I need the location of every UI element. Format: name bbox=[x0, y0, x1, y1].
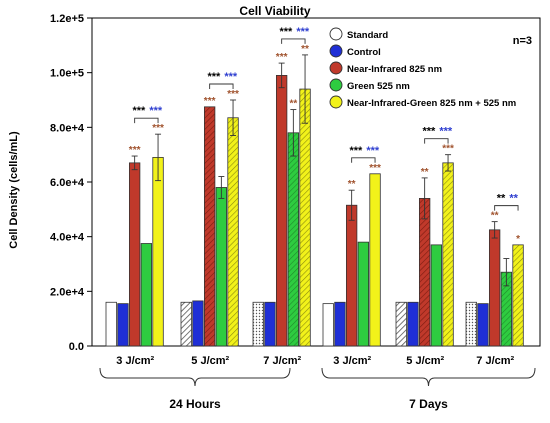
bar-green-525-nm bbox=[215, 187, 228, 347]
y-tick-label: 0.0 bbox=[69, 341, 84, 353]
significance-bracket bbox=[494, 205, 519, 211]
significance-stars: ** bbox=[491, 211, 499, 222]
bar-near-infrared-825-nm bbox=[203, 106, 216, 347]
bar-control bbox=[264, 301, 276, 347]
significance-stars: * bbox=[516, 234, 520, 245]
category-label: 5 J/cm² bbox=[191, 355, 229, 367]
legend-marker bbox=[329, 61, 343, 75]
significance-stars: ** bbox=[421, 167, 429, 178]
significance-stars: *** bbox=[276, 52, 288, 63]
bar-control bbox=[477, 303, 489, 347]
y-tick-label: 4.0e+4 bbox=[50, 232, 85, 244]
significance-stars-black: *** bbox=[423, 126, 437, 138]
bar-standard bbox=[105, 301, 117, 347]
bar-standard bbox=[252, 301, 264, 347]
significance-stars: *** bbox=[129, 145, 141, 156]
bar-standard bbox=[395, 301, 407, 347]
bar-near-infrared-green-825-nm-525-nm bbox=[442, 162, 454, 347]
bar-control bbox=[117, 303, 129, 347]
significance-stars-black: *** bbox=[208, 71, 222, 83]
significance-bracket bbox=[424, 138, 449, 144]
category-label: 3 J/cm² bbox=[116, 355, 154, 367]
plot-area: 0.0 2.0e+4 4.0e+4 6.0e+4 8.0e+4 1.0e+5 1.2e+5 n… bbox=[50, 13, 541, 411]
y-tick-label: 6.0e+4 bbox=[50, 177, 85, 189]
group-brace bbox=[321, 367, 536, 387]
category-label: 3 J/cm² bbox=[333, 355, 371, 367]
bar-near-infrared-825-nm bbox=[275, 75, 288, 347]
group-label: 7 Days bbox=[409, 397, 448, 411]
legend-entry: Near-Infrared 825 nm bbox=[347, 64, 442, 75]
bar-green-525-nm bbox=[140, 243, 153, 347]
bar-control bbox=[407, 301, 419, 347]
bar-green-525-nm bbox=[357, 241, 370, 347]
significance-stars: *** bbox=[152, 123, 164, 134]
category-label: 7 J/cm² bbox=[263, 355, 301, 367]
bar-near-infrared-green-825-nm-525-nm bbox=[369, 173, 381, 347]
group-brace bbox=[99, 367, 291, 387]
sample-size-annotation: n=3 bbox=[513, 35, 532, 47]
significance-stars-black: *** bbox=[280, 26, 294, 38]
significance-stars-blue: *** bbox=[439, 126, 453, 138]
bar-control bbox=[334, 301, 346, 347]
significance-stars: *** bbox=[227, 89, 239, 100]
significance-stars-blue: *** bbox=[149, 105, 163, 117]
bar-control bbox=[192, 300, 204, 347]
significance-bracket bbox=[134, 117, 159, 124]
legend-marker bbox=[329, 95, 343, 109]
legend-marker bbox=[329, 44, 343, 58]
bar-green-525-nm bbox=[287, 132, 300, 347]
category-label: 5 J/cm² bbox=[406, 355, 444, 367]
significance-stars: ** bbox=[289, 99, 297, 110]
bar-standard bbox=[322, 303, 334, 347]
bar-near-infrared-825-nm bbox=[488, 229, 501, 347]
legend-entry: Control bbox=[347, 47, 381, 58]
legend-marker bbox=[329, 27, 343, 41]
legend-entry: Green 525 nm bbox=[347, 81, 410, 92]
group-label: 24 Hours bbox=[169, 397, 221, 411]
bar-near-infrared-825-nm bbox=[345, 204, 358, 347]
y-axis-label: Cell Density (cells/mL) bbox=[8, 131, 20, 249]
significance-stars-blue: *** bbox=[224, 71, 238, 83]
bar-near-infrared-825-nm bbox=[128, 162, 141, 347]
bar-near-infrared-green-825-nm-525-nm bbox=[512, 244, 524, 347]
bar-near-infrared-825-nm bbox=[418, 197, 431, 347]
bar-near-infrared-green-825-nm-525-nm bbox=[299, 88, 311, 347]
significance-bracket bbox=[351, 157, 376, 163]
bar-standard bbox=[465, 301, 477, 347]
significance-stars-black: *** bbox=[350, 145, 364, 157]
significance-bracket bbox=[209, 83, 234, 89]
bar-standard bbox=[180, 301, 192, 347]
significance-stars-blue: *** bbox=[366, 145, 380, 157]
significance-stars-blue: ** bbox=[509, 193, 518, 205]
y-tick-label: 1.0e+5 bbox=[50, 68, 84, 80]
significance-stars: *** bbox=[369, 163, 381, 174]
significance-stars-blue: *** bbox=[296, 26, 310, 38]
legend-entry: Standard bbox=[347, 30, 388, 41]
chart-title: Cell Viability bbox=[239, 4, 310, 18]
significance-stars: ** bbox=[301, 44, 309, 55]
significance-stars: *** bbox=[204, 96, 216, 107]
bar-green-525-nm bbox=[430, 244, 443, 347]
bar-near-infrared-green-825-nm-525-nm bbox=[227, 117, 239, 347]
bar-near-infrared-green-825-nm-525-nm bbox=[152, 156, 164, 347]
category-label: 7 J/cm² bbox=[476, 355, 514, 367]
significance-stars-black: *** bbox=[133, 105, 147, 117]
significance-bracket bbox=[281, 38, 306, 44]
significance-stars: *** bbox=[442, 144, 454, 155]
y-tick-label: 1.2e+5 bbox=[50, 13, 84, 25]
legend-entry: Near-Infrared-Green 825 nm + 525 nm bbox=[347, 98, 516, 109]
y-tick-label: 8.0e+4 bbox=[50, 122, 85, 134]
y-tick-label: 2.0e+4 bbox=[50, 286, 85, 298]
significance-stars: ** bbox=[348, 179, 356, 190]
legend-marker bbox=[329, 78, 343, 92]
significance-stars-black: ** bbox=[497, 193, 506, 205]
